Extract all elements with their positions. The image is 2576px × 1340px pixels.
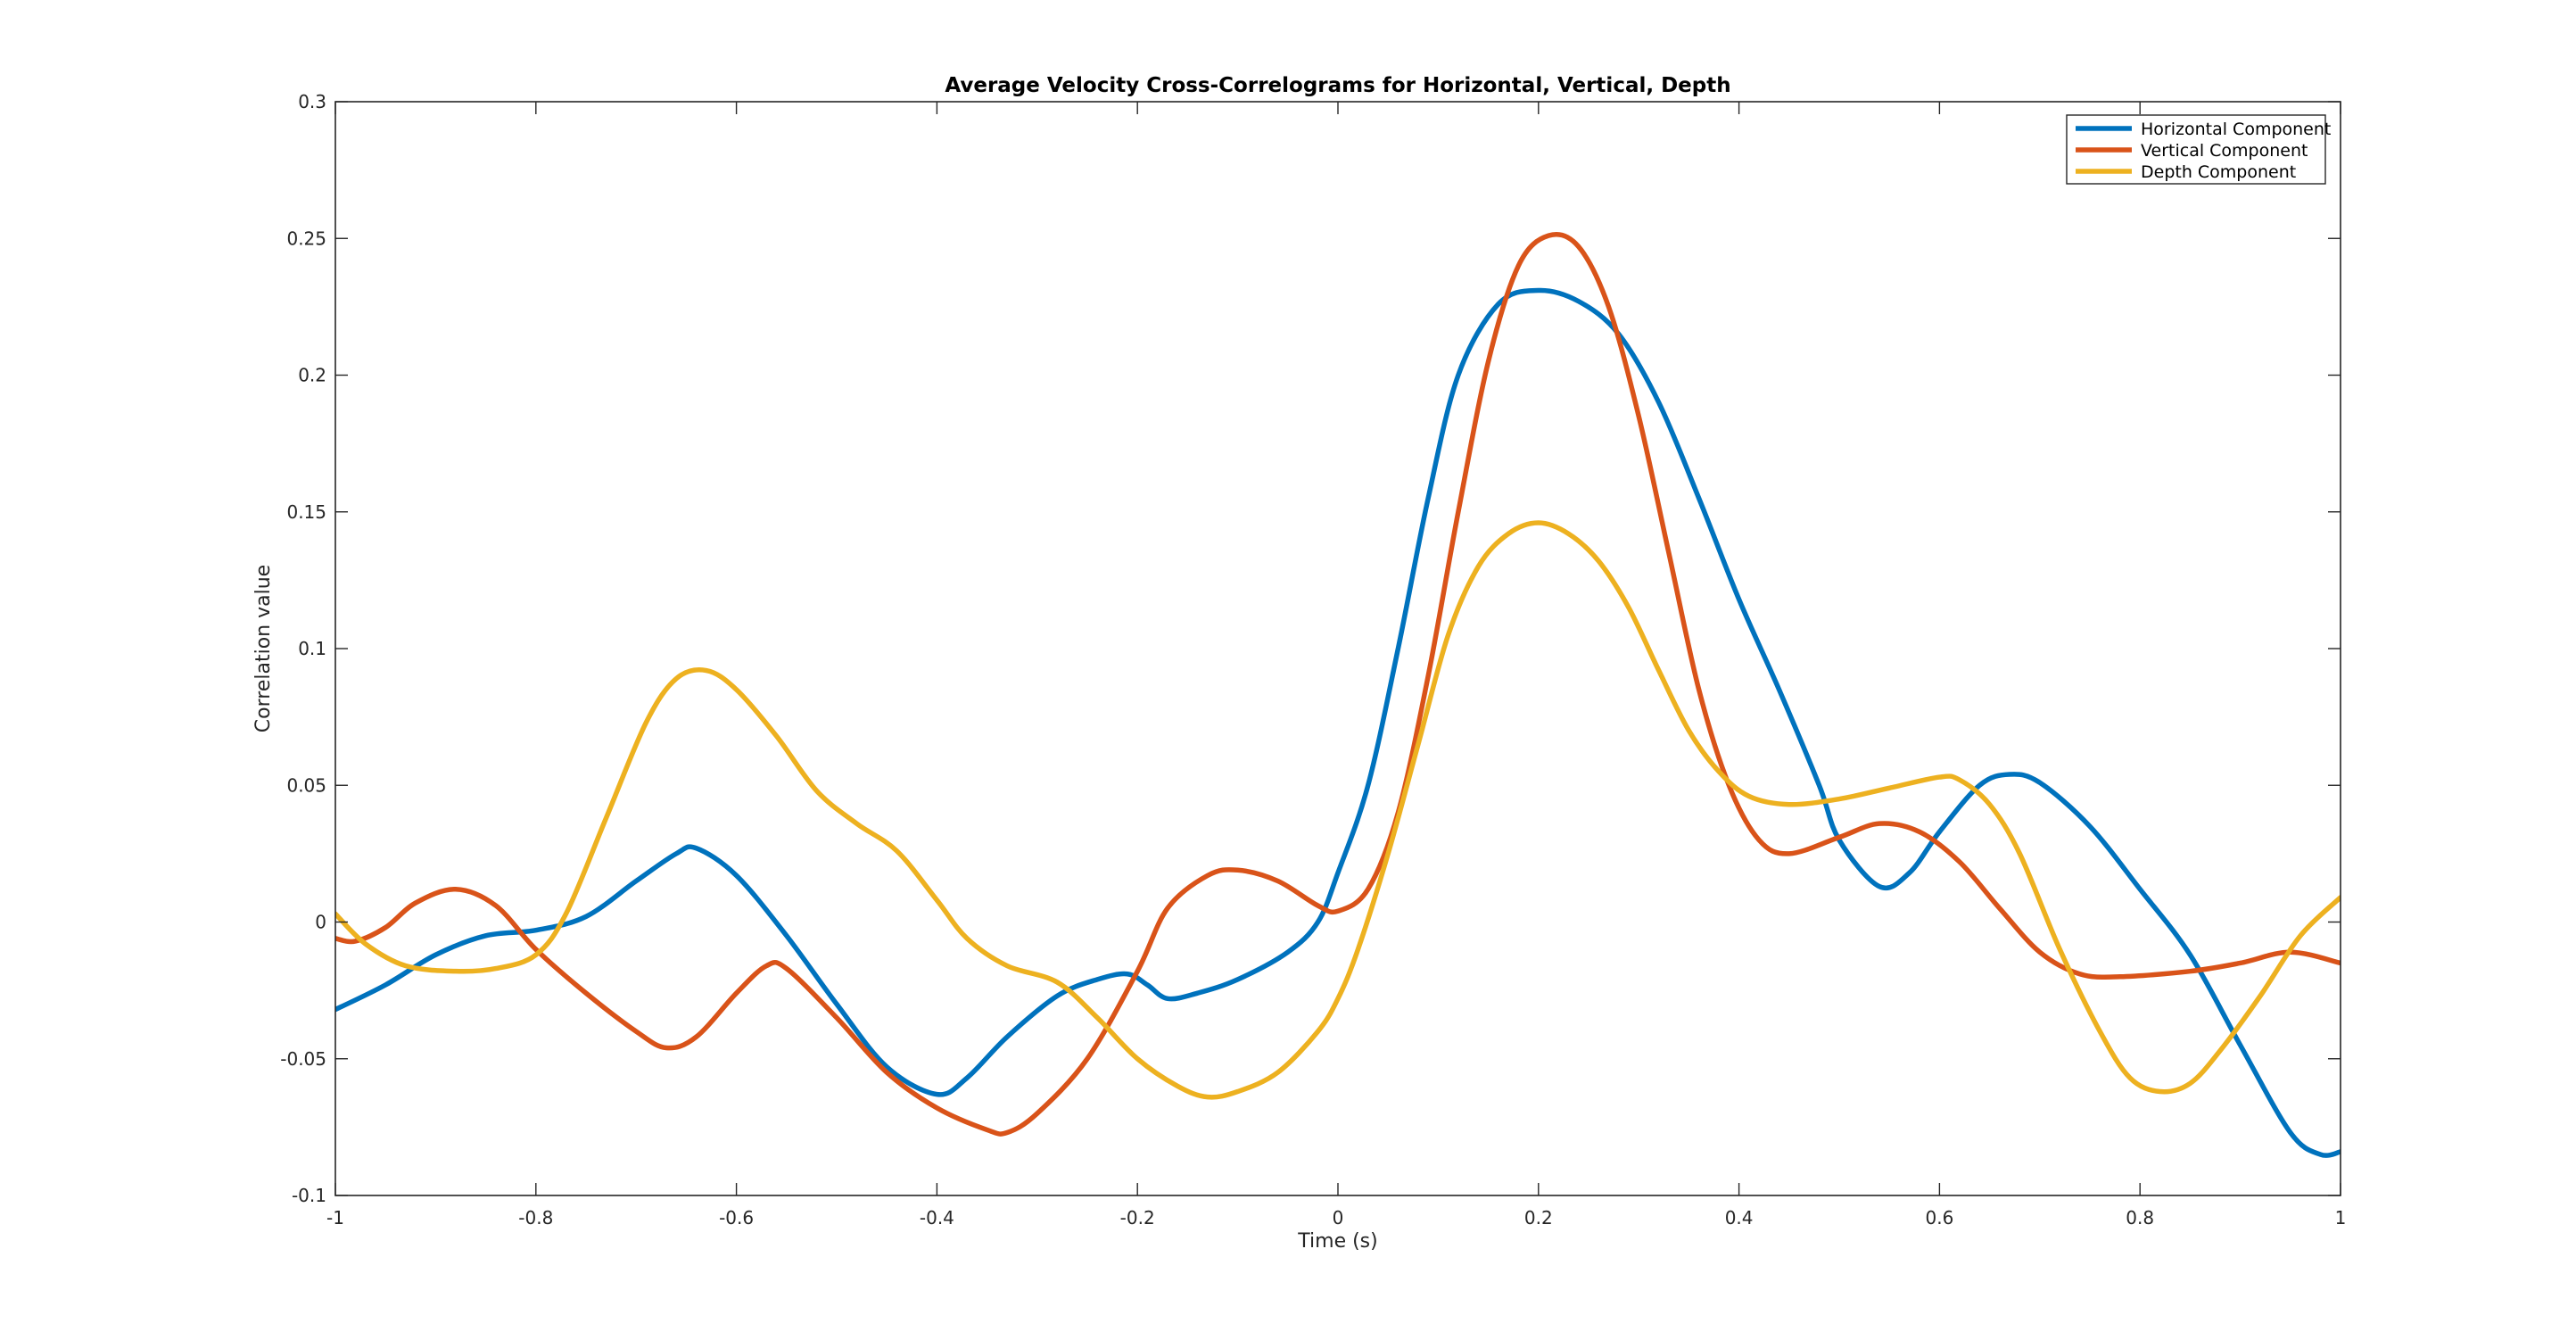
y-tick-label: 0.2	[298, 365, 326, 386]
x-tick-label: 1	[2335, 1207, 2347, 1228]
legend-label-horizontal: Horizontal Component	[2141, 120, 2331, 139]
x-tick-label: -0.6	[719, 1207, 754, 1228]
x-tick-label: -0.2	[1120, 1207, 1155, 1228]
y-tick-label: 0.05	[286, 774, 326, 796]
y-tick-label: 0.25	[286, 227, 326, 249]
y-tick-label: -0.05	[280, 1048, 326, 1070]
x-tick-label: 0	[1333, 1207, 1344, 1228]
x-tick-label: 0.8	[2126, 1207, 2154, 1228]
y-tick-label: 0	[315, 912, 326, 933]
legend-label-depth: Depth Component	[2141, 162, 2296, 182]
x-tick-label: 0.6	[1925, 1207, 1953, 1228]
y-tick-label: 0.1	[298, 638, 326, 659]
series-line-horizontal	[335, 287, 2341, 1158]
series-line-vertical	[335, 231, 2341, 1137]
x-tick-label: 0.4	[1725, 1207, 1754, 1228]
x-tick-label: -0.4	[920, 1207, 954, 1228]
x-tick-label: -0.8	[518, 1207, 553, 1228]
legend-label-vertical: Vertical Component	[2141, 141, 2308, 161]
x-axis-label: Time (s)	[1297, 1230, 1377, 1253]
y-tick-label: 0.15	[286, 501, 326, 523]
legend: Horizontal Component Vertical ComponentDe…	[2066, 114, 2331, 185]
x-tick-label: 0.2	[1524, 1207, 1553, 1228]
plot-area	[335, 102, 2341, 1195]
ticks-layer: -1 -0.8 -0.6 -0.4 -0.2 0 0.2 0.4 0.6 0.8 1 -0.1 -0.0…	[280, 91, 2346, 1228]
y-tick-label: 0.3	[298, 91, 326, 112]
series-layer	[335, 231, 2341, 1158]
y-axis-label: Correlation value	[252, 565, 275, 732]
chart-title: Average Velocity Cross-Correlograms for …	[945, 74, 1730, 97]
y-tick-label: -0.1	[292, 1185, 326, 1206]
series-line-depth	[335, 520, 2341, 1100]
x-tick-label: -1	[326, 1207, 344, 1228]
